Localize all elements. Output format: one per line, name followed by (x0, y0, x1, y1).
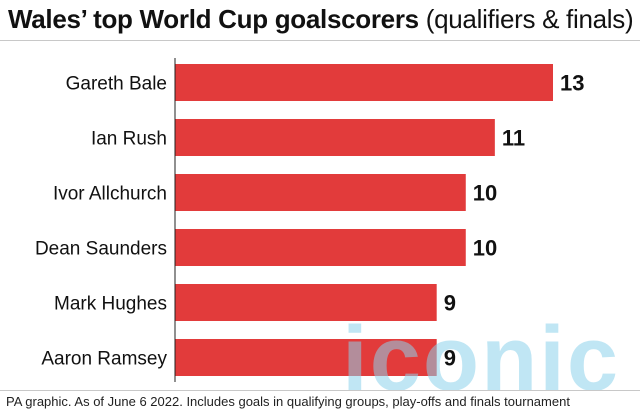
value-label-aaron-ramsey: 9 (444, 346, 456, 371)
category-label-ivor-allchurch: Ivor Allchurch (53, 184, 167, 205)
value-label-gareth-bale: 13 (560, 71, 584, 96)
value-label-ian-rush: 11 (502, 126, 525, 151)
chart-title: Wales’ top World Cup goalscorers (qualif… (8, 2, 634, 36)
value-label-dean-saunders: 10 (473, 236, 497, 261)
chart-title-main: Wales’ top World Cup goalscorers (8, 4, 419, 34)
bar-mark-hughes (175, 284, 437, 321)
bar-ian-rush (175, 119, 495, 156)
bottom-divider (0, 390, 640, 391)
bar-ivor-allchurch (175, 174, 466, 211)
chart-title-sub: (qualifiers & finals) (425, 4, 634, 34)
value-label-ivor-allchurch: 10 (473, 181, 497, 206)
category-label-mark-hughes: Mark Hughes (54, 294, 167, 315)
bar-dean-saunders (175, 229, 466, 266)
category-label-dean-saunders: Dean Saunders (35, 239, 167, 260)
category-label-ian-rush: Ian Rush (91, 129, 167, 150)
bar-gareth-bale (175, 64, 553, 101)
category-label-aaron-ramsey: Aaron Ramsey (41, 349, 167, 370)
footer-note: PA graphic. As of June 6 2022. Includes … (6, 394, 570, 409)
bar-aaron-ramsey (175, 339, 437, 376)
value-label-mark-hughes: 9 (444, 291, 456, 316)
category-label-gareth-bale: Gareth Bale (66, 74, 167, 95)
top-divider (0, 40, 640, 41)
